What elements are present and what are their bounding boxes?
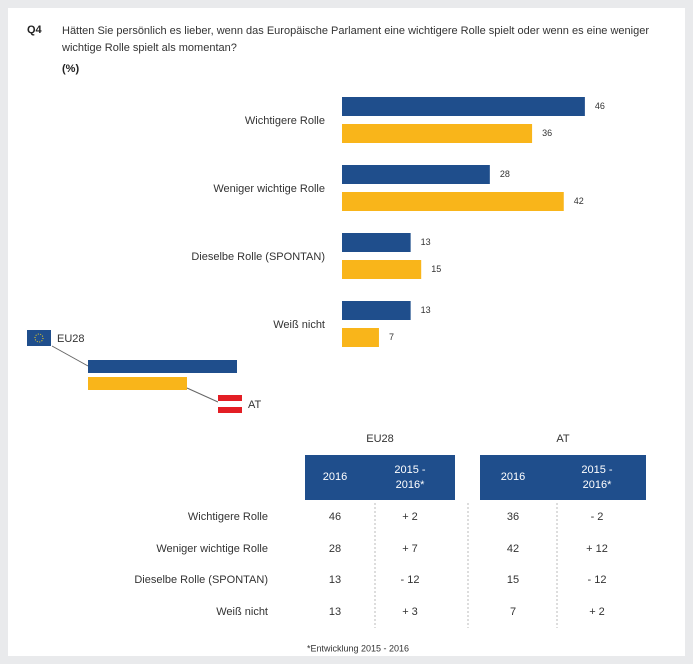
table-cell: + 2	[402, 511, 418, 523]
table-group: AT	[556, 433, 570, 445]
table-cell: - 12	[401, 574, 420, 586]
legend-label: EU28	[57, 333, 85, 345]
value-label: 28	[500, 169, 510, 179]
eu-flag-stars	[34, 333, 44, 343]
table-cell: 13	[329, 606, 341, 618]
table-header-bg	[305, 455, 455, 500]
table-cell: + 2	[589, 606, 605, 618]
bar	[342, 328, 379, 347]
unit-label: (%)	[62, 63, 80, 75]
table-cell: - 2	[591, 511, 604, 523]
category-label: Weniger wichtige Rolle	[213, 183, 325, 195]
table-row-label: Weniger wichtige Rolle	[156, 543, 268, 555]
table-header: 2016	[501, 471, 525, 483]
table-cell: 36	[507, 511, 519, 523]
table-cell: 7	[510, 606, 516, 618]
table-cell: + 3	[402, 606, 418, 618]
bar	[342, 165, 490, 184]
question-label: Q4	[27, 24, 42, 36]
table-cell: - 12	[588, 574, 607, 586]
legend-connector	[51, 345, 89, 367]
bar	[342, 192, 564, 211]
bar	[342, 233, 411, 252]
table-header-line: 2015 -	[581, 464, 613, 476]
table-header-line: 2015 -	[394, 464, 426, 476]
chart-title: Hätten Sie persönlich es lieber, wenn da…	[62, 25, 650, 54]
legend-label: AT	[248, 399, 262, 411]
category-label: Dieselbe Rolle (SPONTAN)	[191, 251, 325, 263]
footnote: *Entwicklung 2015 - 2016	[307, 643, 409, 653]
table-header: 2015 - 2016*	[394, 464, 426, 491]
table-cell: 13	[329, 574, 341, 586]
legend-swatch	[88, 377, 187, 390]
value-label: 15	[431, 264, 441, 274]
value-label: 7	[389, 332, 394, 342]
table-row-label: Weiß nicht	[216, 606, 268, 618]
category-label: Wichtigere Rolle	[245, 115, 325, 127]
table-row-label: Wichtigere Rolle	[188, 511, 268, 523]
at-flag-stripe	[218, 401, 242, 407]
table-cell: 42	[507, 543, 519, 555]
table-header-line: 2016*	[583, 479, 612, 491]
table-group: EU28	[366, 433, 394, 445]
table-cell: 46	[329, 511, 341, 523]
bar	[342, 124, 533, 143]
table-cell: + 7	[402, 543, 418, 555]
bar	[342, 97, 585, 116]
eu-flag	[27, 330, 51, 346]
legend-swatch	[88, 360, 237, 373]
table-header: 2016	[323, 471, 347, 483]
table-header-bg	[480, 455, 646, 500]
value-label: 36	[542, 128, 552, 138]
table-cell: + 12	[586, 543, 608, 555]
category-label: Weiß nicht	[273, 319, 325, 331]
legend-connector	[186, 387, 219, 403]
table-header-line: 2016*	[396, 479, 425, 491]
table-row-label: Dieselbe Rolle (SPONTAN)	[134, 574, 268, 586]
value-label: 46	[595, 101, 605, 111]
bar	[342, 260, 422, 279]
value-label: 42	[574, 196, 584, 206]
value-label: 13	[421, 305, 431, 315]
bar	[342, 301, 411, 320]
table-cell: 28	[329, 543, 341, 555]
table-cell: 15	[507, 574, 519, 586]
table-header: 2015 - 2016*	[581, 464, 613, 491]
value-label: 13	[421, 237, 431, 247]
